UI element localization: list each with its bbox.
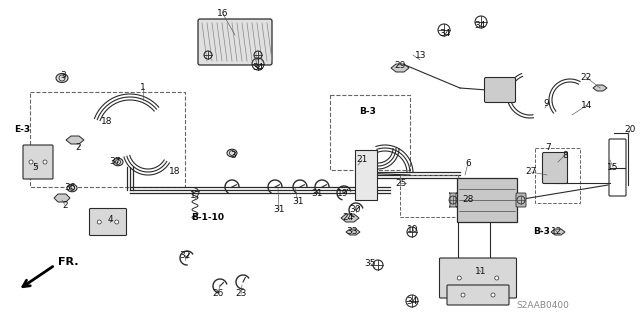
- FancyBboxPatch shape: [23, 145, 53, 179]
- Text: 34: 34: [439, 29, 451, 39]
- Text: 18: 18: [169, 167, 180, 176]
- Text: 31: 31: [311, 189, 323, 197]
- Text: 18: 18: [101, 117, 113, 127]
- Text: 16: 16: [217, 10, 228, 19]
- Text: 34: 34: [406, 296, 418, 306]
- Text: B-3: B-3: [360, 108, 376, 116]
- Circle shape: [43, 160, 47, 164]
- FancyBboxPatch shape: [449, 193, 457, 207]
- Polygon shape: [66, 136, 84, 144]
- Text: 9: 9: [543, 99, 549, 108]
- Text: 34: 34: [252, 63, 264, 71]
- Polygon shape: [551, 229, 565, 235]
- Text: 25: 25: [396, 179, 406, 188]
- Text: 31: 31: [273, 205, 285, 214]
- Circle shape: [491, 293, 495, 297]
- Circle shape: [457, 276, 461, 280]
- Ellipse shape: [113, 158, 123, 166]
- Polygon shape: [54, 194, 70, 202]
- FancyBboxPatch shape: [516, 193, 526, 207]
- Circle shape: [29, 160, 33, 164]
- Text: 4: 4: [107, 216, 113, 225]
- FancyBboxPatch shape: [447, 285, 509, 305]
- Text: 33: 33: [346, 227, 358, 236]
- Text: 23: 23: [236, 290, 246, 299]
- Text: 15: 15: [607, 162, 619, 172]
- Text: 30: 30: [349, 205, 361, 214]
- Text: 12: 12: [551, 227, 563, 236]
- Text: 3: 3: [60, 71, 66, 80]
- Text: 5: 5: [32, 164, 38, 173]
- Text: 6: 6: [465, 159, 471, 167]
- Text: 2: 2: [75, 144, 81, 152]
- Text: 17: 17: [190, 190, 202, 199]
- Ellipse shape: [67, 184, 77, 192]
- Text: 1: 1: [140, 84, 146, 93]
- Text: 24: 24: [342, 213, 354, 222]
- Text: 20: 20: [624, 125, 636, 135]
- Text: 11: 11: [476, 268, 487, 277]
- FancyBboxPatch shape: [355, 150, 377, 200]
- Text: FR.: FR.: [58, 257, 79, 267]
- Text: 32: 32: [179, 250, 191, 259]
- Text: 10: 10: [407, 226, 419, 234]
- Text: 21: 21: [356, 155, 368, 165]
- Text: 7: 7: [545, 144, 551, 152]
- Text: E-3: E-3: [14, 125, 30, 135]
- FancyBboxPatch shape: [457, 178, 517, 222]
- Text: 34: 34: [474, 20, 486, 29]
- Text: 13: 13: [415, 50, 427, 60]
- Text: S2AAB0400: S2AAB0400: [516, 301, 570, 310]
- FancyBboxPatch shape: [440, 258, 516, 298]
- Text: 36: 36: [64, 183, 76, 192]
- Circle shape: [495, 276, 499, 280]
- FancyBboxPatch shape: [484, 78, 515, 102]
- Polygon shape: [391, 64, 409, 72]
- Text: 14: 14: [581, 100, 593, 109]
- FancyBboxPatch shape: [90, 209, 127, 235]
- Text: 27: 27: [525, 167, 537, 176]
- Polygon shape: [346, 229, 360, 235]
- Text: B-3: B-3: [534, 227, 550, 236]
- Circle shape: [115, 220, 119, 224]
- Text: 26: 26: [212, 290, 224, 299]
- Circle shape: [461, 293, 465, 297]
- Text: 3: 3: [230, 151, 236, 160]
- Text: 19: 19: [337, 189, 349, 197]
- Text: 8: 8: [562, 151, 568, 160]
- FancyBboxPatch shape: [543, 152, 568, 183]
- Polygon shape: [593, 85, 607, 91]
- Text: B-1-10: B-1-10: [191, 213, 225, 222]
- Text: 29: 29: [394, 61, 406, 70]
- Ellipse shape: [56, 73, 68, 83]
- Text: 37: 37: [109, 158, 121, 167]
- FancyBboxPatch shape: [198, 19, 272, 65]
- Circle shape: [97, 220, 101, 224]
- Text: 28: 28: [462, 196, 474, 204]
- Polygon shape: [341, 214, 359, 222]
- Text: 22: 22: [580, 72, 591, 81]
- Text: 2: 2: [62, 201, 68, 210]
- Ellipse shape: [227, 149, 237, 157]
- Text: 31: 31: [292, 197, 304, 206]
- Text: 35: 35: [364, 258, 376, 268]
